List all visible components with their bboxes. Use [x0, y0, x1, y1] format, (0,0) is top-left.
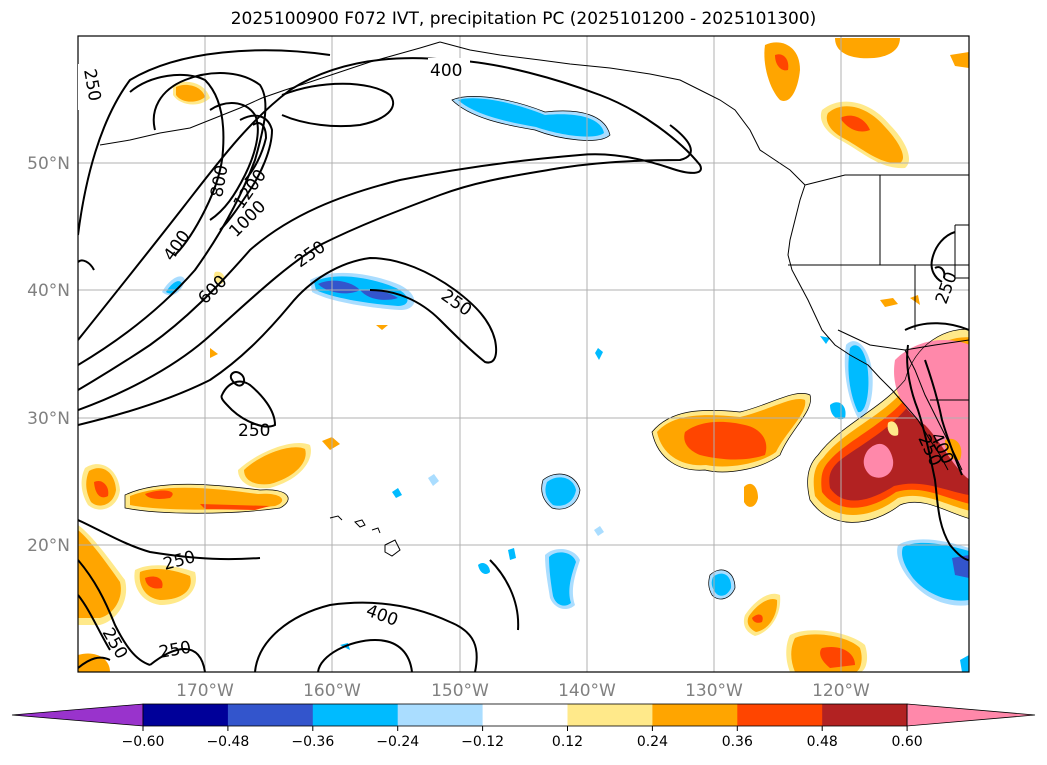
colorbar-tick-label: −0.24 [376, 734, 419, 750]
colorbar-tick-label: 0.12 [552, 734, 583, 750]
lat-label: 50°N [27, 154, 70, 174]
ivt-contour-labels: 250 400 250 800 1200 1000 400 600 250 25… [78, 58, 962, 663]
lon-label: 160°W [303, 681, 361, 701]
colorbar-tick-label: 0.24 [637, 734, 668, 750]
colorbar-extend-high [906, 703, 1036, 727]
colorbar-swatch [143, 704, 229, 726]
coastlines [99, 41, 969, 471]
colorbar-ticks: −0.60 −0.48 −0.36 −0.24 −0.12 0.12 0.24 0.36 0.4… [122, 726, 923, 750]
lon-label: 150°W [431, 681, 489, 701]
colorbar-tick-label: −0.36 [291, 734, 334, 750]
lon-label: 140°W [558, 681, 616, 701]
colorbar-tick-label: 0.60 [892, 734, 923, 750]
graticule [78, 36, 969, 672]
map-panel [78, 36, 969, 672]
lon-label: 170°W [176, 681, 234, 701]
colorbar: −0.60 −0.48 −0.36 −0.24 −0.12 0.12 0.24 0.36 0.4… [11, 703, 1036, 750]
latitude-labels: 50°N 40°N 30°N 20°N [27, 154, 70, 556]
colorbar-swatch [567, 704, 653, 726]
colorbar-tick-label: 0.48 [807, 734, 838, 750]
ivt-contour-label: 250 [238, 421, 270, 441]
lat-label: 30°N [27, 409, 70, 429]
colorbar-swatch [482, 704, 568, 726]
map-frame [77, 35, 970, 673]
colorbar-extend-low [11, 703, 144, 727]
lon-label: 120°W [812, 681, 870, 701]
colorbar-tick-label: −0.48 [206, 734, 249, 750]
lat-label: 20°N [27, 536, 70, 556]
lon-label: 130°W [685, 681, 743, 701]
ivt-contour-label: 400 [430, 61, 462, 81]
longitude-labels: 170°W 160°W 150°W 140°W 130°W 120°W [176, 681, 870, 701]
colorbar-swatch [652, 704, 738, 726]
colorbar-swatch [822, 704, 908, 726]
colorbar-swatch [312, 704, 399, 726]
colorbar-swatches [11, 703, 1036, 727]
hawaii-islands [329, 515, 401, 557]
precip-shading-negative [162, 96, 969, 672]
colorbar-swatch [737, 704, 823, 726]
ivt-contours [78, 49, 969, 672]
colorbar-tick-label: −0.12 [461, 734, 504, 750]
colorbar-frame [142, 703, 908, 727]
colorbar-swatch [397, 704, 484, 726]
colorbar-swatch [227, 704, 314, 726]
lat-label: 40°N [27, 281, 70, 301]
colorbar-tick-label: −0.60 [122, 734, 165, 750]
map-title: 2025100900 F072 IVT, precipitation PC (2… [230, 9, 817, 29]
colorbar-tick-label: 0.36 [722, 734, 753, 750]
